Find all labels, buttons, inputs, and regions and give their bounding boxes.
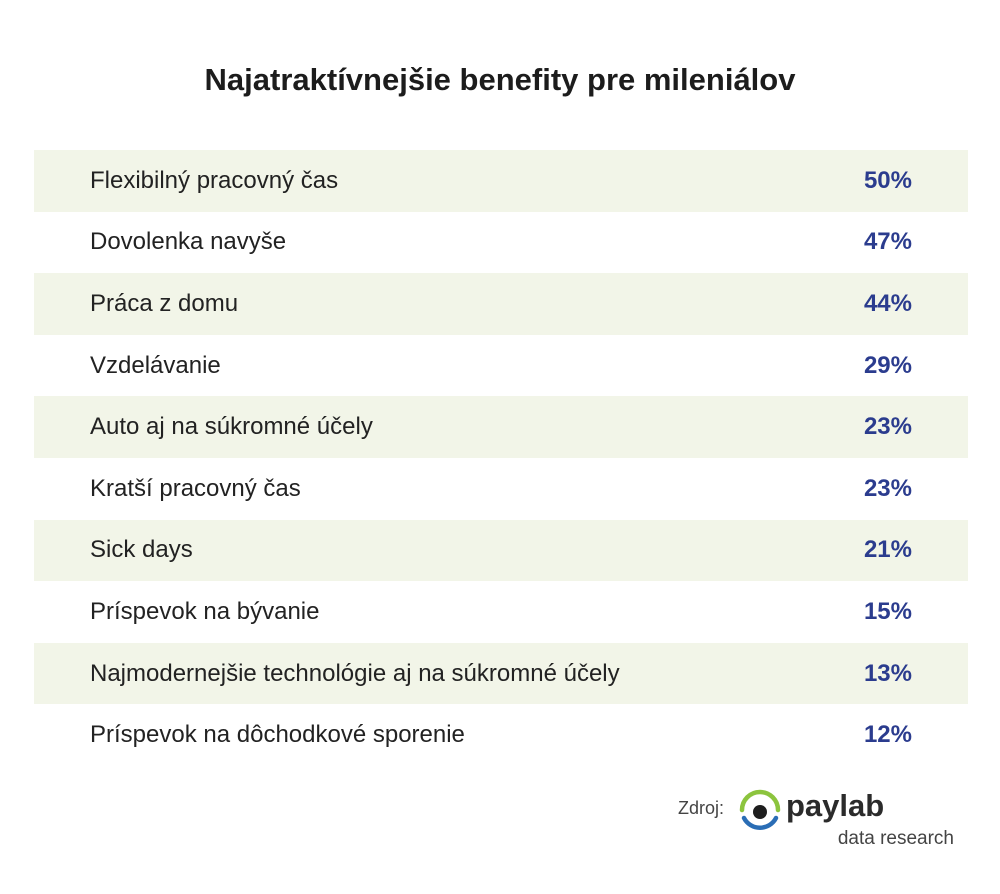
- table-row: Najmodernejšie technológie aj na súkromn…: [34, 642, 968, 705]
- table-row: Príspevok na bývanie 15%: [34, 581, 968, 643]
- table-row: Vzdelávanie 29%: [34, 335, 968, 397]
- row-value: 13%: [863, 659, 912, 687]
- row-label: Flexibilný pracovný čas: [90, 166, 339, 194]
- logo-subtitle: data research: [837, 828, 954, 849]
- row-label: Práca z domu: [90, 289, 239, 317]
- table-row: Práca z domu 44%: [34, 273, 968, 335]
- row-label: Auto aj na súkromné účely: [90, 413, 373, 441]
- table-row: Sick days 21%: [34, 519, 968, 582]
- table-row: Príspevok na dôchodkové sporenie 12%: [34, 704, 968, 766]
- row-label: Dovolenka navyše: [90, 228, 287, 256]
- row-value: 21%: [863, 536, 912, 564]
- paylab-logo-text: paylab: [786, 788, 885, 823]
- row-value: 23%: [863, 413, 912, 441]
- row-label: Najmodernejšie technológie aj na súkromn…: [90, 659, 620, 687]
- row-label: Kratší pracovný čas: [90, 474, 301, 502]
- row-value: 23%: [863, 474, 912, 502]
- table-row: Auto aj na súkromné účely 23%: [34, 396, 968, 458]
- table-row: Flexibilný pracovný čas 50%: [34, 150, 968, 212]
- row-label: Sick days: [90, 536, 193, 564]
- row-label: Vzdelávanie: [90, 351, 221, 379]
- row-value: 29%: [863, 351, 912, 379]
- row-value: 15%: [863, 597, 912, 625]
- table-row: Dovolenka navyše 47%: [34, 212, 968, 274]
- row-value: 47%: [863, 228, 912, 256]
- row-value: 50%: [863, 166, 912, 194]
- row-value: 44%: [863, 289, 912, 317]
- row-label: Príspevok na bývanie: [90, 597, 320, 625]
- chart-title: Najatraktívnejšie benefity pre mileniálo…: [204, 62, 796, 97]
- benefits-table: Flexibilný pracovný čas 50% Dovolenka navy…: [34, 150, 968, 766]
- table-row: Kratší pracovný čas 23%: [34, 458, 968, 520]
- row-value: 12%: [863, 721, 912, 749]
- paylab-eye-icon: [739, 789, 781, 830]
- source-footer: Zdroj: paylab data research: [654, 786, 954, 856]
- source-label: Zdroj:: [677, 798, 724, 818]
- row-label: Príspevok na dôchodkové sporenie: [90, 721, 465, 749]
